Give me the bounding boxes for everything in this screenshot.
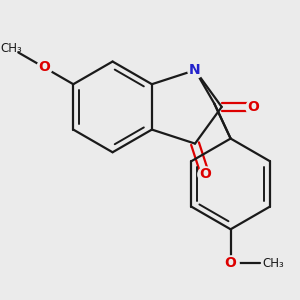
Text: O: O	[225, 256, 236, 270]
Text: CH₃: CH₃	[262, 257, 284, 270]
Text: CH₃: CH₃	[0, 42, 22, 55]
Text: O: O	[38, 60, 50, 74]
Text: O: O	[248, 100, 260, 114]
Text: N: N	[189, 63, 201, 77]
Text: O: O	[199, 167, 211, 181]
